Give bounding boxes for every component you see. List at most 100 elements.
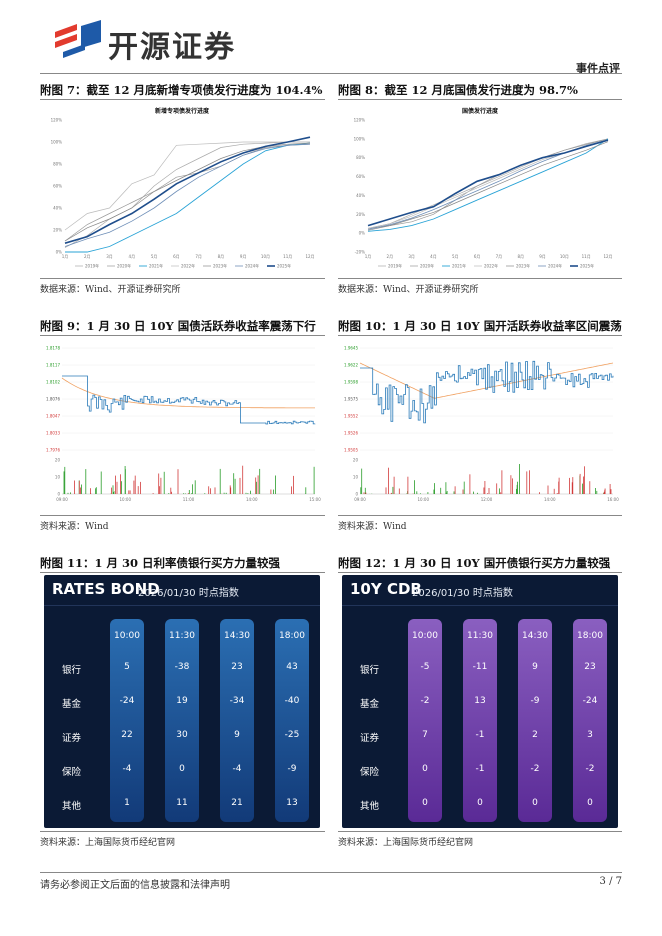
value-cell: 21: [231, 798, 243, 808]
row-label: 其他: [360, 801, 380, 812]
logo-text: 开源证券: [108, 30, 236, 65]
y-tick-label: 1.8076: [46, 397, 60, 402]
volume-bar: [185, 493, 186, 494]
volume-bar: [610, 489, 612, 494]
volume-bar: [112, 485, 114, 494]
volume-bar: [116, 481, 118, 494]
series-line-2023年: [64, 142, 311, 242]
volume-bar: [589, 481, 591, 494]
footer-disclaimer: 请务必参阅正文后面的信息披露和法律声明: [40, 880, 230, 891]
x-tick-label: 12月: [603, 254, 612, 259]
value-cell: 23: [584, 662, 596, 672]
legend-label: 2023年: [516, 263, 530, 269]
x-tick-label: 11月: [283, 254, 292, 259]
value-cell: -11: [472, 662, 488, 672]
value-cell: 43: [286, 662, 298, 672]
legend-label: 2021年: [149, 263, 163, 269]
volume-bar: [187, 493, 189, 494]
x-tick-label: 10:00: [417, 497, 429, 502]
volume-bar: [558, 477, 560, 494]
x-tick-label: 2月: [84, 254, 91, 259]
figure-7-rule: [40, 99, 325, 100]
footer-divider: [40, 872, 622, 873]
volume-bar: [183, 493, 185, 494]
figure-7-source: 数据来源：Wind、开源证券研究所: [40, 285, 181, 295]
y-tick-label: 1.9645: [344, 346, 358, 351]
row-label: 其他: [62, 801, 82, 812]
series-line-2025年: [64, 136, 311, 244]
volume-bar: [95, 487, 97, 494]
volume-bar: [579, 473, 581, 494]
legend-label: 2024年: [548, 263, 562, 269]
volume-bar: [539, 492, 540, 494]
volume-bar: [121, 481, 122, 494]
bar-tick-label: 0: [355, 492, 358, 497]
volume-bar: [230, 487, 232, 494]
legend-label: 2022年: [484, 263, 498, 269]
figure-9-rule: [40, 335, 325, 336]
volume-bar: [128, 490, 130, 494]
legend-label: 2019年: [388, 263, 402, 269]
volume-bar: [453, 491, 455, 494]
volume-bar: [160, 477, 162, 494]
rates-bond-panel: RATES BOND 2026/01/30 时点指数 银行 基金 证券 保险 其他 10:…: [44, 575, 320, 828]
volume-bar: [483, 487, 485, 494]
volume-bar: [571, 482, 573, 494]
x-tick-label: 6月: [474, 254, 481, 259]
volume-bar: [484, 481, 486, 494]
y-tick-label: 20%: [53, 228, 62, 233]
y-tick-label: 1.9575: [344, 397, 358, 402]
time-column: 10:00 5 -24 22 -4 1: [110, 619, 144, 822]
document-type: 事件点评: [576, 62, 620, 75]
volume-bar: [595, 488, 596, 494]
volume-bar: [159, 486, 160, 494]
average-line: [61, 377, 315, 409]
volume-bar: [496, 483, 498, 494]
volume-bar: [124, 466, 126, 494]
volume-bar: [526, 471, 528, 494]
x-tick-label: 10:00: [119, 497, 131, 502]
volume-bar: [111, 487, 112, 494]
volume-bar: [133, 480, 135, 494]
figure-8-chart-title: 国债发行进度: [462, 107, 499, 115]
time-label: 14:30: [224, 631, 250, 641]
series-line-2024年: [367, 139, 609, 230]
value-cell: -5: [420, 662, 430, 672]
volume-bar: [152, 493, 154, 494]
figure-8-source: 数据来源：Wind、开源证券研究所: [338, 285, 479, 295]
volume-bar: [516, 484, 518, 494]
cdb-panel-divider: [342, 605, 618, 606]
legend-label: 2021年: [452, 263, 466, 269]
cdb-panel-title: 10Y CDB: [350, 580, 422, 598]
x-tick-label: 6月: [173, 254, 180, 259]
volume-bar: [291, 486, 292, 494]
x-tick-label: 1月: [62, 254, 69, 259]
figure-10-title: 附图 10：1 月 30 日 10Y 国开活跃券收益率区间震荡: [338, 319, 622, 333]
volume-bar: [572, 477, 574, 494]
cdb-panel-subtitle: 2026/01/30 时点指数: [412, 588, 513, 599]
value-cell: 30: [176, 730, 188, 740]
volume-bar: [519, 464, 520, 494]
x-tick-label: 12:00: [481, 497, 493, 502]
volume-bar: [171, 491, 172, 494]
x-tick-label: 16:00: [607, 497, 619, 502]
volume-bar: [433, 489, 435, 494]
y-tick-label: 1.8117: [46, 363, 60, 368]
volume-bar: [208, 486, 210, 494]
time-column: 18:00 43 -40 -25 -9 13: [275, 619, 309, 822]
volume-bar: [446, 491, 448, 494]
volume-bar: [499, 488, 500, 494]
volume-bar: [259, 468, 261, 494]
volume-bar: [170, 487, 172, 494]
value-cell: 0: [587, 798, 593, 808]
legend-label: 2022年: [181, 263, 195, 269]
y-tick-label: 1.7976: [46, 448, 60, 453]
row-label: 基金: [62, 699, 82, 710]
series-line-2021年: [367, 138, 609, 232]
volume-bar: [113, 491, 114, 494]
volume-bar: [134, 475, 136, 494]
y-tick-label: 0%: [56, 250, 63, 255]
figure-7-plot: 0% 20% 40% 60% 80% 100% 120% 1月 2月 3月 4月 5月 6月 7月 8月 9月…: [51, 118, 315, 269]
bar-tick-label: 20: [55, 458, 61, 463]
volume-bar: [501, 470, 503, 494]
